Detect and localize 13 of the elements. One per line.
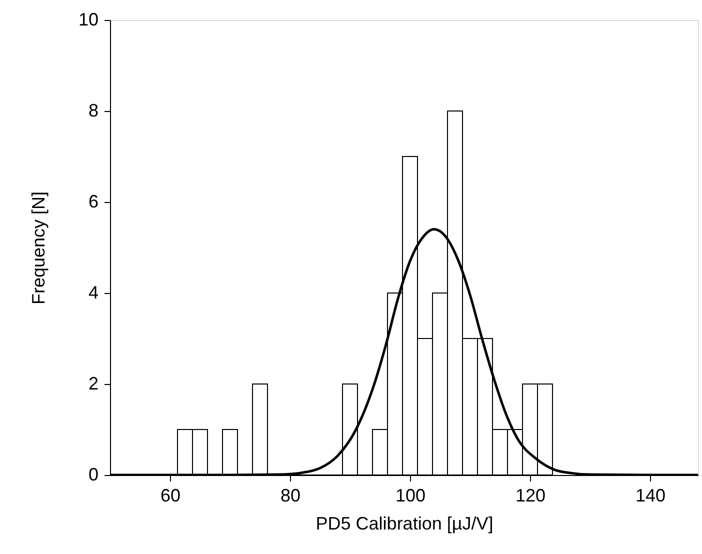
x-tick-label: 140	[635, 486, 666, 506]
y-tick-label: 10	[78, 10, 98, 30]
y-axis-title: Frequency [N]	[28, 191, 48, 305]
x-tick-label: 80	[280, 486, 301, 506]
x-tick-label: 60	[160, 486, 181, 506]
y-tick-label: 8	[88, 100, 98, 120]
y-tick-label: 4	[88, 282, 98, 302]
x-tick-label: 120	[515, 486, 546, 506]
x-axis-title: PD5 Calibration [µJ/V]	[316, 514, 494, 534]
y-tick-label: 6	[88, 192, 98, 212]
x-tick-label: 100	[395, 486, 426, 506]
y-tick-label: 2	[88, 374, 98, 394]
y-tick-label: 0	[88, 464, 98, 484]
